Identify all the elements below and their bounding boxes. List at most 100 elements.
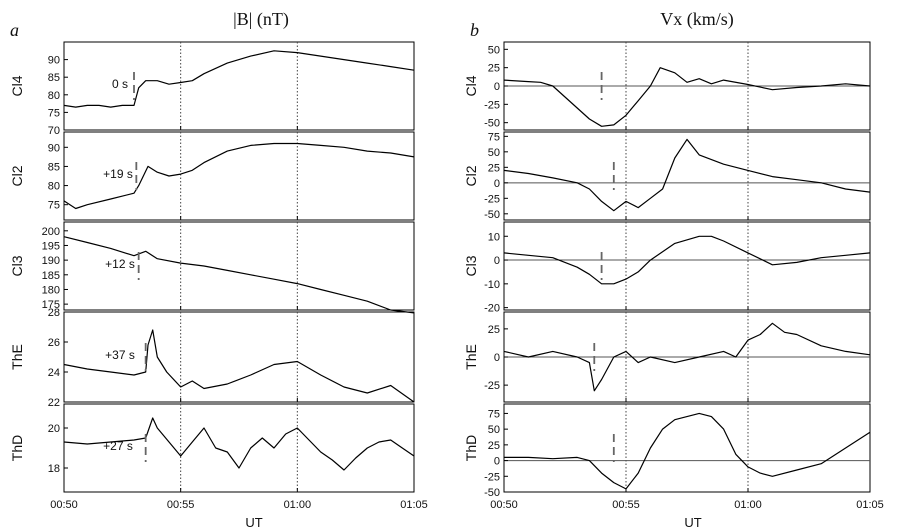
y-tick-label: 175 <box>42 299 60 311</box>
time-shift-label: +12 s <box>105 257 135 271</box>
data-line-thd <box>504 412 871 490</box>
y-tick-label: 90 <box>48 142 60 154</box>
subplot-b-the: -25 0 25 ThE <box>463 311 871 403</box>
y-tick-label: -25 <box>484 193 500 205</box>
data-line-the <box>63 329 415 403</box>
y-tick-label: 25 <box>488 440 500 452</box>
y-tick-label: -20 <box>484 303 500 315</box>
y-tick-label: 26 <box>48 337 60 349</box>
data-line-cl4 <box>63 50 415 108</box>
subplot-a-the: 22 24 26 28 ThE +37 s <box>9 307 415 409</box>
x-tick-label: 00:55 <box>612 499 640 511</box>
y-tick-label: 18 <box>48 463 60 475</box>
time-shift-label: +19 s <box>103 167 133 181</box>
subplot-b-cl3: -20 -10 0 10 Cl3 <box>463 221 871 315</box>
data-line-cl3 <box>63 236 415 314</box>
y-tick-label: 180 <box>42 284 60 296</box>
y-tick-label: 25 <box>488 324 500 336</box>
y-tick-label: 190 <box>42 255 60 267</box>
y-tick-label: 0 <box>494 81 500 93</box>
row-label: ThE <box>463 344 479 370</box>
y-tick-label: 75 <box>48 107 60 119</box>
y-tick-label: 22 <box>48 397 60 409</box>
y-tick-label: 0 <box>494 456 500 468</box>
subplot-frame <box>63 403 415 493</box>
y-tick-label: -10 <box>484 279 500 291</box>
subplot-frame <box>63 41 415 131</box>
data-line-thd <box>63 417 415 471</box>
row-label: Cl3 <box>9 255 25 276</box>
y-tick-label: 185 <box>42 270 60 282</box>
y-tick-label: 28 <box>48 307 60 319</box>
data-line-cl4 <box>503 67 871 127</box>
row-label: Cl4 <box>9 75 25 96</box>
y-tick-label: 90 <box>48 55 60 67</box>
panel-b-title: Vx (km/s) <box>660 9 734 30</box>
y-tick-label: -25 <box>484 471 500 483</box>
row-label: Cl2 <box>9 165 25 186</box>
subplot-a-cl2: 75 80 85 90 Cl2 +19 s <box>9 131 415 221</box>
subplot-a-cl3: 175 180 185 190 195 200 Cl3 +12 s <box>9 221 415 314</box>
subplot-b-cl4: -50 -25 0 25 50 Cl4 <box>463 41 871 131</box>
subplot-frame <box>503 131 871 221</box>
y-tick-label: 10 <box>488 231 500 243</box>
x-tick-label: 01:00 <box>284 499 312 511</box>
y-tick-label: 80 <box>48 90 60 102</box>
x-tick-label: 00:55 <box>167 499 195 511</box>
y-tick-label: -50 <box>484 209 500 221</box>
subplot-b-cl2: -50 -25 0 25 50 75 Cl2 <box>463 131 871 221</box>
data-line-cl2 <box>63 142 415 210</box>
time-shift-label: 0 s <box>112 77 128 91</box>
y-tick-label: 85 <box>48 161 60 173</box>
y-tick-label: 75 <box>48 200 60 212</box>
y-tick-label: 0 <box>494 255 500 267</box>
y-tick-label: 25 <box>488 63 500 75</box>
y-tick-label: 50 <box>488 44 500 56</box>
panel-b-letter: b <box>470 20 479 40</box>
y-tick-label: 0 <box>494 178 500 190</box>
y-tick-label: 85 <box>48 72 60 84</box>
y-tick-label: 20 <box>48 423 60 435</box>
data-line-cl2 <box>503 138 871 212</box>
y-tick-label: 75 <box>488 408 500 420</box>
y-tick-label: 70 <box>48 125 60 137</box>
subplot-frame <box>503 403 871 493</box>
x-tick-label: 01:00 <box>734 499 762 511</box>
subplot-frame <box>63 221 415 311</box>
y-tick-label: -50 <box>484 118 500 130</box>
subplot-frame <box>63 311 415 403</box>
x-tick-label: 01:05 <box>400 499 428 511</box>
row-label: Cl2 <box>463 165 479 186</box>
data-line-cl3 <box>503 235 871 285</box>
time-shift-label: +37 s <box>105 348 135 362</box>
subplot-a-cl4: 70 75 80 85 90 Cl4 0 s <box>9 41 415 137</box>
row-label: ThD <box>9 435 25 461</box>
y-tick-label: -25 <box>484 380 500 392</box>
x-tick-label: 00:50 <box>50 499 78 511</box>
y-tick-label: 195 <box>42 240 60 252</box>
y-tick-label: 75 <box>488 131 500 143</box>
subplot-b-thd: -50 -25 0 25 50 75 ThD <box>463 403 871 499</box>
row-label: ThE <box>9 344 25 370</box>
subplot-frame <box>503 221 871 311</box>
y-tick-label: 50 <box>488 147 500 159</box>
panel-b-xlabel: UT <box>684 515 701 530</box>
subplot-frame <box>63 131 415 221</box>
y-tick-label: 25 <box>488 162 500 174</box>
panel-a-title: |B| (nT) <box>233 9 289 30</box>
panel-a-xlabel: UT <box>245 515 262 530</box>
row-label: ThD <box>463 435 479 461</box>
y-tick-label: 0 <box>494 352 500 364</box>
y-tick-label: -50 <box>484 487 500 499</box>
y-tick-label: 50 <box>488 424 500 436</box>
y-tick-label: 80 <box>48 181 60 193</box>
row-label: Cl4 <box>463 75 479 96</box>
x-tick-label: 00:50 <box>490 499 518 511</box>
y-tick-label: -25 <box>484 99 500 111</box>
x-tick-label: 01:05 <box>856 499 884 511</box>
y-tick-label: 24 <box>48 367 60 379</box>
data-line-the <box>503 322 871 392</box>
